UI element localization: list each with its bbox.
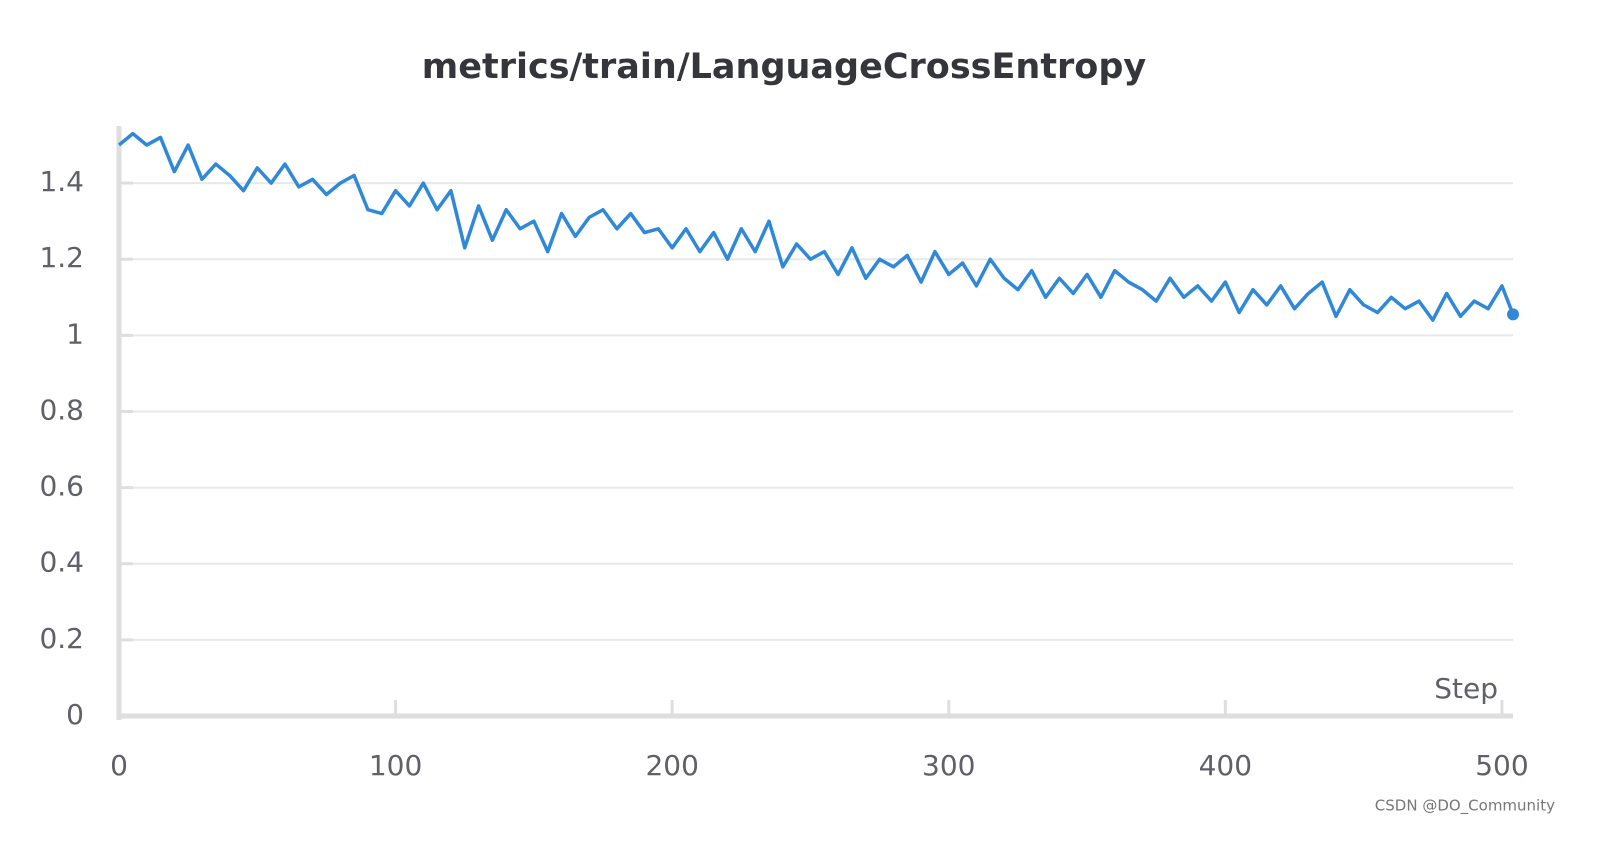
data-line bbox=[117, 131, 1515, 322]
watermark: CSDN @DO_Community bbox=[1375, 797, 1555, 816]
y-tick-label: 1 bbox=[66, 317, 84, 350]
y-tick-label: 1.4 bbox=[39, 165, 84, 198]
x-tick-label: 200 bbox=[645, 749, 698, 782]
y-tick-label: 0.6 bbox=[39, 470, 84, 503]
y-tick-label: 0.8 bbox=[39, 393, 84, 426]
x-axis-label: Step bbox=[1434, 672, 1498, 705]
x-tick-label: 0 bbox=[110, 749, 128, 782]
x-tick-label: 300 bbox=[922, 749, 975, 782]
x-tick-label: 400 bbox=[1199, 749, 1252, 782]
chart-title: metrics/train/LanguageCrossEntropy bbox=[422, 47, 1147, 87]
last-point bbox=[1507, 308, 1519, 321]
x-tick-label: 100 bbox=[369, 749, 422, 782]
y-tick-label: 0.2 bbox=[39, 622, 84, 655]
x-tick-label: 500 bbox=[1475, 749, 1528, 782]
y-tick-label: 0.4 bbox=[39, 546, 84, 579]
y-tick-label: 0 bbox=[66, 698, 84, 731]
y-tick-label: 1.2 bbox=[39, 241, 84, 274]
